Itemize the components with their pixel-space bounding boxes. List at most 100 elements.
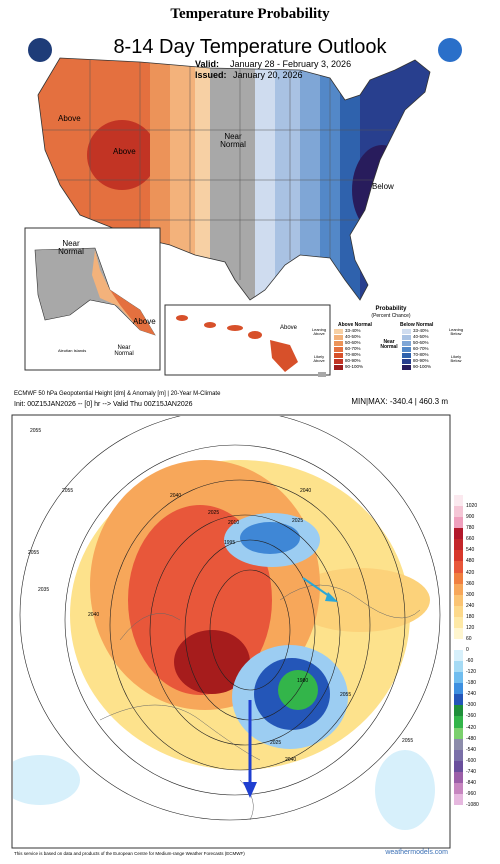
colorbar-label: -240: [466, 691, 477, 698]
ecmwf-footer: This service is based on data and produc…: [14, 851, 245, 856]
colorbar-swatch: [454, 539, 463, 551]
colorbar-label: 540: [466, 547, 475, 554]
colorbar-label: -1080: [466, 802, 479, 808]
legend-note: Likely Above: [313, 354, 325, 364]
colorbar-label: -480: [466, 735, 477, 742]
ecmwf-credit: weathermodels.com: [385, 849, 448, 856]
colorbar-label: -60: [466, 658, 474, 665]
map-label: Above: [58, 114, 81, 123]
alaska-above-core: [110, 290, 155, 335]
legend-range: 33-40%: [345, 328, 361, 333]
contour-label: 2025: [208, 510, 220, 516]
legend-swatch: [334, 341, 343, 346]
colorbar-label: 420: [466, 569, 475, 576]
legend-swatch: [334, 353, 343, 358]
colorbar-swatch: [454, 627, 463, 640]
legend-range: 70-80%: [413, 352, 429, 357]
contour-label: 2040: [285, 757, 297, 763]
colorbar-swatch: [454, 771, 463, 784]
colorbar-swatch: [454, 495, 463, 507]
colorbar-swatch: [454, 506, 463, 518]
colorbar-swatch: [454, 661, 463, 673]
colorbar-swatch: [454, 727, 463, 739]
ecmwf-map: [13, 416, 441, 830]
legend-range: 40-50%: [413, 334, 429, 339]
us-outline: [37, 57, 431, 301]
legend-swatch: [402, 335, 411, 340]
legend-range: 50-60%: [345, 340, 361, 345]
legend-swatch: [402, 359, 411, 364]
legend-range: 80-90%: [345, 358, 361, 363]
map-label: Above: [113, 147, 136, 156]
colorbar-swatch: [454, 561, 463, 573]
colorbar-label: -300: [466, 702, 477, 709]
legend-subtitle: (Percent Chance): [371, 313, 411, 319]
legend-swatch: [402, 341, 411, 346]
colorbar-swatch: [454, 638, 463, 651]
legend-swatch: [402, 347, 411, 352]
aleutian-near: Near Normal: [114, 345, 134, 358]
legend-title: Probability: [375, 306, 407, 312]
legend-swatch: [402, 353, 411, 358]
contour-label: 2055: [340, 692, 352, 698]
legend-range: 60-70%: [345, 346, 361, 351]
legend-header: Below Normal: [400, 322, 434, 328]
colorbar-swatch: [454, 517, 463, 529]
colorbar-swatch: [454, 760, 463, 773]
valid: January 28 - February 3, 2026: [230, 59, 352, 69]
contour-label: 2025: [292, 518, 304, 524]
colorbar-label: -540: [466, 746, 477, 753]
colorbar-label: -600: [466, 757, 477, 764]
page-title: Temperature Probability: [170, 6, 330, 22]
map-label: Near Normal: [220, 132, 246, 150]
colorbar-label: -120: [466, 669, 477, 676]
colorbar-swatch: [454, 605, 463, 618]
colorbar-swatch: [454, 616, 463, 629]
hawaii-islands: [176, 315, 298, 372]
aleutian-label: Aleutian Islands: [58, 348, 87, 353]
hawaii-label: Above: [280, 325, 298, 331]
colorbar-label: 480: [466, 558, 475, 565]
trend-arrow-head: [243, 782, 257, 798]
colorbar-label: -740: [466, 768, 477, 775]
colorbar-swatch: [454, 650, 463, 662]
colorbar-label: 1020: [466, 503, 478, 510]
colorbar-label: 780: [466, 525, 475, 532]
legend-swatch: [334, 335, 343, 340]
colorbar-swatch: [454, 550, 463, 562]
legend-swatch: [334, 365, 343, 370]
legend-range: 50-60%: [413, 340, 429, 345]
issued: January 20, 2026: [233, 70, 303, 80]
colorbar-swatch: [454, 683, 463, 695]
ecmwf-init: Init: 00Z15JAN2026 -- [0] hr --> Valid T…: [14, 401, 193, 408]
colorbar-label: -960: [466, 790, 477, 797]
legend-range: 90-100%: [345, 364, 364, 369]
legend-header: Near Normal: [380, 339, 398, 351]
hawaii-inset: [164, 304, 331, 376]
colorbar-label: 240: [466, 602, 475, 609]
legend-range: 40-50%: [345, 334, 361, 339]
legend-range: 80-90%: [413, 358, 429, 363]
noaa-logo: [438, 38, 462, 62]
contour-label: 2055: [28, 550, 40, 556]
legend-swatch: [402, 329, 411, 334]
colorbar-swatch: [454, 672, 463, 684]
near-swatch: [318, 372, 326, 377]
contour-label: 2040: [300, 488, 312, 494]
colorbar-label: 300: [466, 591, 475, 598]
contour-label: 2055: [30, 428, 42, 434]
colorbar-swatch: [454, 705, 463, 717]
legend-swatch: [334, 359, 343, 364]
colorbar-swatch: [454, 583, 463, 595]
contour-label: 1980: [297, 678, 309, 684]
colorbar-swatch: [454, 528, 463, 540]
legend-swatch: [334, 329, 343, 334]
colorbar-label: 0: [466, 647, 469, 653]
colorbar-label: 900: [466, 514, 475, 521]
legend-range: 60-70%: [413, 346, 429, 351]
colorbar-label: -420: [466, 724, 477, 731]
flow-arrow-head: [325, 592, 338, 602]
alaska-label: Above: [133, 317, 156, 326]
